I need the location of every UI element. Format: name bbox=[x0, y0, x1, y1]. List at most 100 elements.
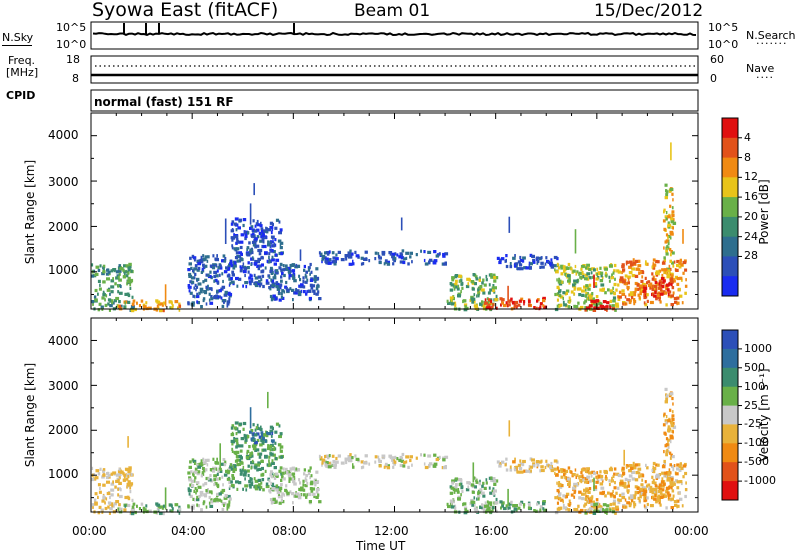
power-cell bbox=[302, 279, 305, 284]
power-cell bbox=[307, 266, 311, 270]
velocity-cell bbox=[671, 477, 674, 481]
velocity-cell bbox=[249, 430, 252, 434]
power-cell bbox=[685, 278, 687, 282]
velocity-cell bbox=[110, 493, 114, 497]
velocity-cell bbox=[670, 486, 673, 490]
power-cell bbox=[532, 258, 535, 262]
nave-tick-bottom: 0 bbox=[710, 72, 717, 85]
velocity-cell bbox=[217, 469, 220, 473]
velocity-cell bbox=[312, 492, 316, 496]
velocity-cell bbox=[325, 461, 329, 465]
velocity-cell bbox=[642, 486, 646, 490]
power-cell bbox=[605, 271, 607, 275]
velocity-cell bbox=[230, 480, 233, 484]
power-cell bbox=[261, 233, 265, 237]
power-cell bbox=[123, 264, 126, 268]
velocity-cell bbox=[347, 459, 352, 463]
power-cell bbox=[267, 228, 272, 232]
power-cell bbox=[634, 281, 638, 286]
power-cell bbox=[581, 271, 584, 275]
velocity-cell bbox=[240, 461, 244, 465]
power-cell bbox=[259, 239, 263, 243]
velocity-cell bbox=[647, 483, 651, 487]
velocity-cell bbox=[599, 507, 603, 511]
velocity-cell bbox=[444, 455, 449, 459]
velocity-cell bbox=[118, 503, 121, 507]
velocity-cell bbox=[587, 490, 591, 494]
velocity-cell bbox=[663, 482, 666, 486]
velocity-cell bbox=[109, 495, 111, 500]
power-cell bbox=[241, 265, 244, 269]
power-cell bbox=[529, 253, 533, 257]
velocity-cell bbox=[278, 434, 282, 439]
velocity-cell bbox=[640, 483, 644, 487]
power-cell bbox=[278, 266, 282, 270]
power-ytick-4000: 4000 bbox=[48, 128, 79, 142]
velocity-cell bbox=[201, 471, 204, 475]
velocity-cell bbox=[510, 500, 513, 504]
power-cell bbox=[523, 266, 527, 270]
velocity-cell bbox=[581, 497, 585, 501]
power-cell bbox=[277, 239, 282, 243]
power-cell bbox=[622, 280, 626, 284]
velocity-cell bbox=[634, 463, 639, 467]
power-cell bbox=[628, 299, 632, 303]
velocity-cell bbox=[661, 477, 664, 481]
power-cell bbox=[199, 290, 203, 294]
power-cell bbox=[536, 298, 540, 302]
power-cell bbox=[680, 278, 683, 282]
power-cell bbox=[315, 267, 319, 271]
power-cell bbox=[109, 292, 111, 296]
velocity-cell bbox=[666, 472, 671, 476]
power-cell bbox=[509, 265, 513, 269]
velocity-cell bbox=[443, 465, 446, 470]
power-cell bbox=[316, 284, 320, 288]
velocity-cell bbox=[449, 499, 453, 503]
power-cell bbox=[248, 280, 251, 284]
power-cell bbox=[519, 263, 523, 267]
velocity-cell bbox=[450, 505, 455, 509]
velocity-cell bbox=[162, 504, 166, 508]
power-cell bbox=[667, 242, 670, 246]
velocity-cell bbox=[470, 498, 474, 503]
power-cell bbox=[462, 299, 467, 303]
power-cell bbox=[592, 297, 595, 301]
power-cell bbox=[668, 248, 672, 252]
velocity-cell bbox=[391, 458, 394, 462]
power-cell bbox=[243, 267, 248, 271]
velocity-cell bbox=[209, 468, 214, 472]
power-cell bbox=[672, 226, 674, 230]
velocity-cell bbox=[621, 492, 625, 496]
velocity-cell bbox=[502, 501, 505, 505]
power-cell bbox=[629, 260, 633, 264]
velocity-cell bbox=[676, 467, 680, 471]
power-cell bbox=[223, 300, 225, 304]
power-cell bbox=[605, 274, 608, 278]
velocity-cell bbox=[136, 504, 138, 508]
power-cell bbox=[230, 264, 234, 268]
power-cell bbox=[278, 220, 281, 224]
velocity-cell bbox=[623, 449, 625, 466]
power-cell bbox=[333, 262, 337, 266]
power-cell bbox=[291, 274, 295, 278]
velocity-cell bbox=[384, 462, 388, 466]
power-cell bbox=[196, 292, 199, 296]
velocity-cell bbox=[658, 473, 662, 477]
velocity-cell bbox=[219, 498, 221, 502]
velocity-cell bbox=[592, 500, 595, 504]
power-cell bbox=[651, 277, 655, 281]
power-cell bbox=[486, 297, 489, 301]
power-cell bbox=[525, 266, 530, 270]
power-cell bbox=[222, 254, 226, 258]
velocity-cell bbox=[583, 504, 586, 508]
power-cell bbox=[643, 293, 646, 297]
velocity-cell bbox=[189, 460, 192, 464]
velocity-cell bbox=[244, 434, 247, 438]
power-cell bbox=[391, 255, 394, 259]
power-cell bbox=[310, 270, 313, 274]
velocity-cell bbox=[215, 477, 219, 481]
power-cell bbox=[400, 217, 403, 231]
power-cell bbox=[581, 289, 585, 293]
power-cell bbox=[287, 266, 291, 270]
power-cell bbox=[253, 183, 255, 196]
